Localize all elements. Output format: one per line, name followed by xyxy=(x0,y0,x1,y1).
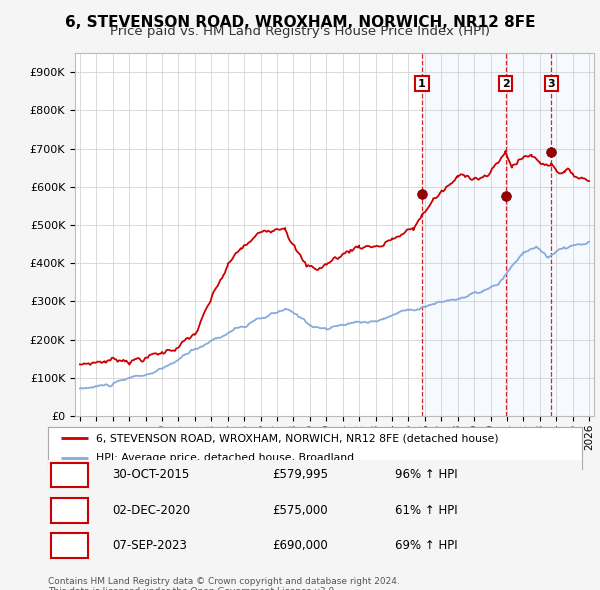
Text: 6, STEVENSON ROAD, WROXHAM, NORWICH, NR12 8FE (detached house): 6, STEVENSON ROAD, WROXHAM, NORWICH, NR1… xyxy=(96,433,499,443)
FancyBboxPatch shape xyxy=(50,463,88,487)
FancyBboxPatch shape xyxy=(50,498,88,523)
Text: 1: 1 xyxy=(418,78,426,88)
Text: 07-SEP-2023: 07-SEP-2023 xyxy=(112,539,187,552)
Text: 96% ↑ HPI: 96% ↑ HPI xyxy=(395,468,458,481)
Text: 1: 1 xyxy=(65,468,74,481)
Text: 2: 2 xyxy=(65,504,74,517)
FancyBboxPatch shape xyxy=(50,533,88,558)
Text: 6, STEVENSON ROAD, WROXHAM, NORWICH, NR12 8FE: 6, STEVENSON ROAD, WROXHAM, NORWICH, NR1… xyxy=(65,15,535,30)
Text: 69% ↑ HPI: 69% ↑ HPI xyxy=(395,539,458,552)
Text: £575,000: £575,000 xyxy=(272,504,328,517)
Text: Contains HM Land Registry data © Crown copyright and database right 2024.
This d: Contains HM Land Registry data © Crown c… xyxy=(48,577,400,590)
Text: £579,995: £579,995 xyxy=(272,468,328,481)
Bar xyxy=(422,53,594,416)
Text: HPI: Average price, detached house, Broadland: HPI: Average price, detached house, Broa… xyxy=(96,453,354,463)
Text: 3: 3 xyxy=(65,539,74,552)
Text: 61% ↑ HPI: 61% ↑ HPI xyxy=(395,504,458,517)
Text: Price paid vs. HM Land Registry's House Price Index (HPI): Price paid vs. HM Land Registry's House … xyxy=(110,25,490,38)
Text: 02-DEC-2020: 02-DEC-2020 xyxy=(112,504,190,517)
Text: £690,000: £690,000 xyxy=(272,539,328,552)
Text: 30-OCT-2015: 30-OCT-2015 xyxy=(112,468,190,481)
Text: 3: 3 xyxy=(547,78,555,88)
Text: 2: 2 xyxy=(502,78,509,88)
